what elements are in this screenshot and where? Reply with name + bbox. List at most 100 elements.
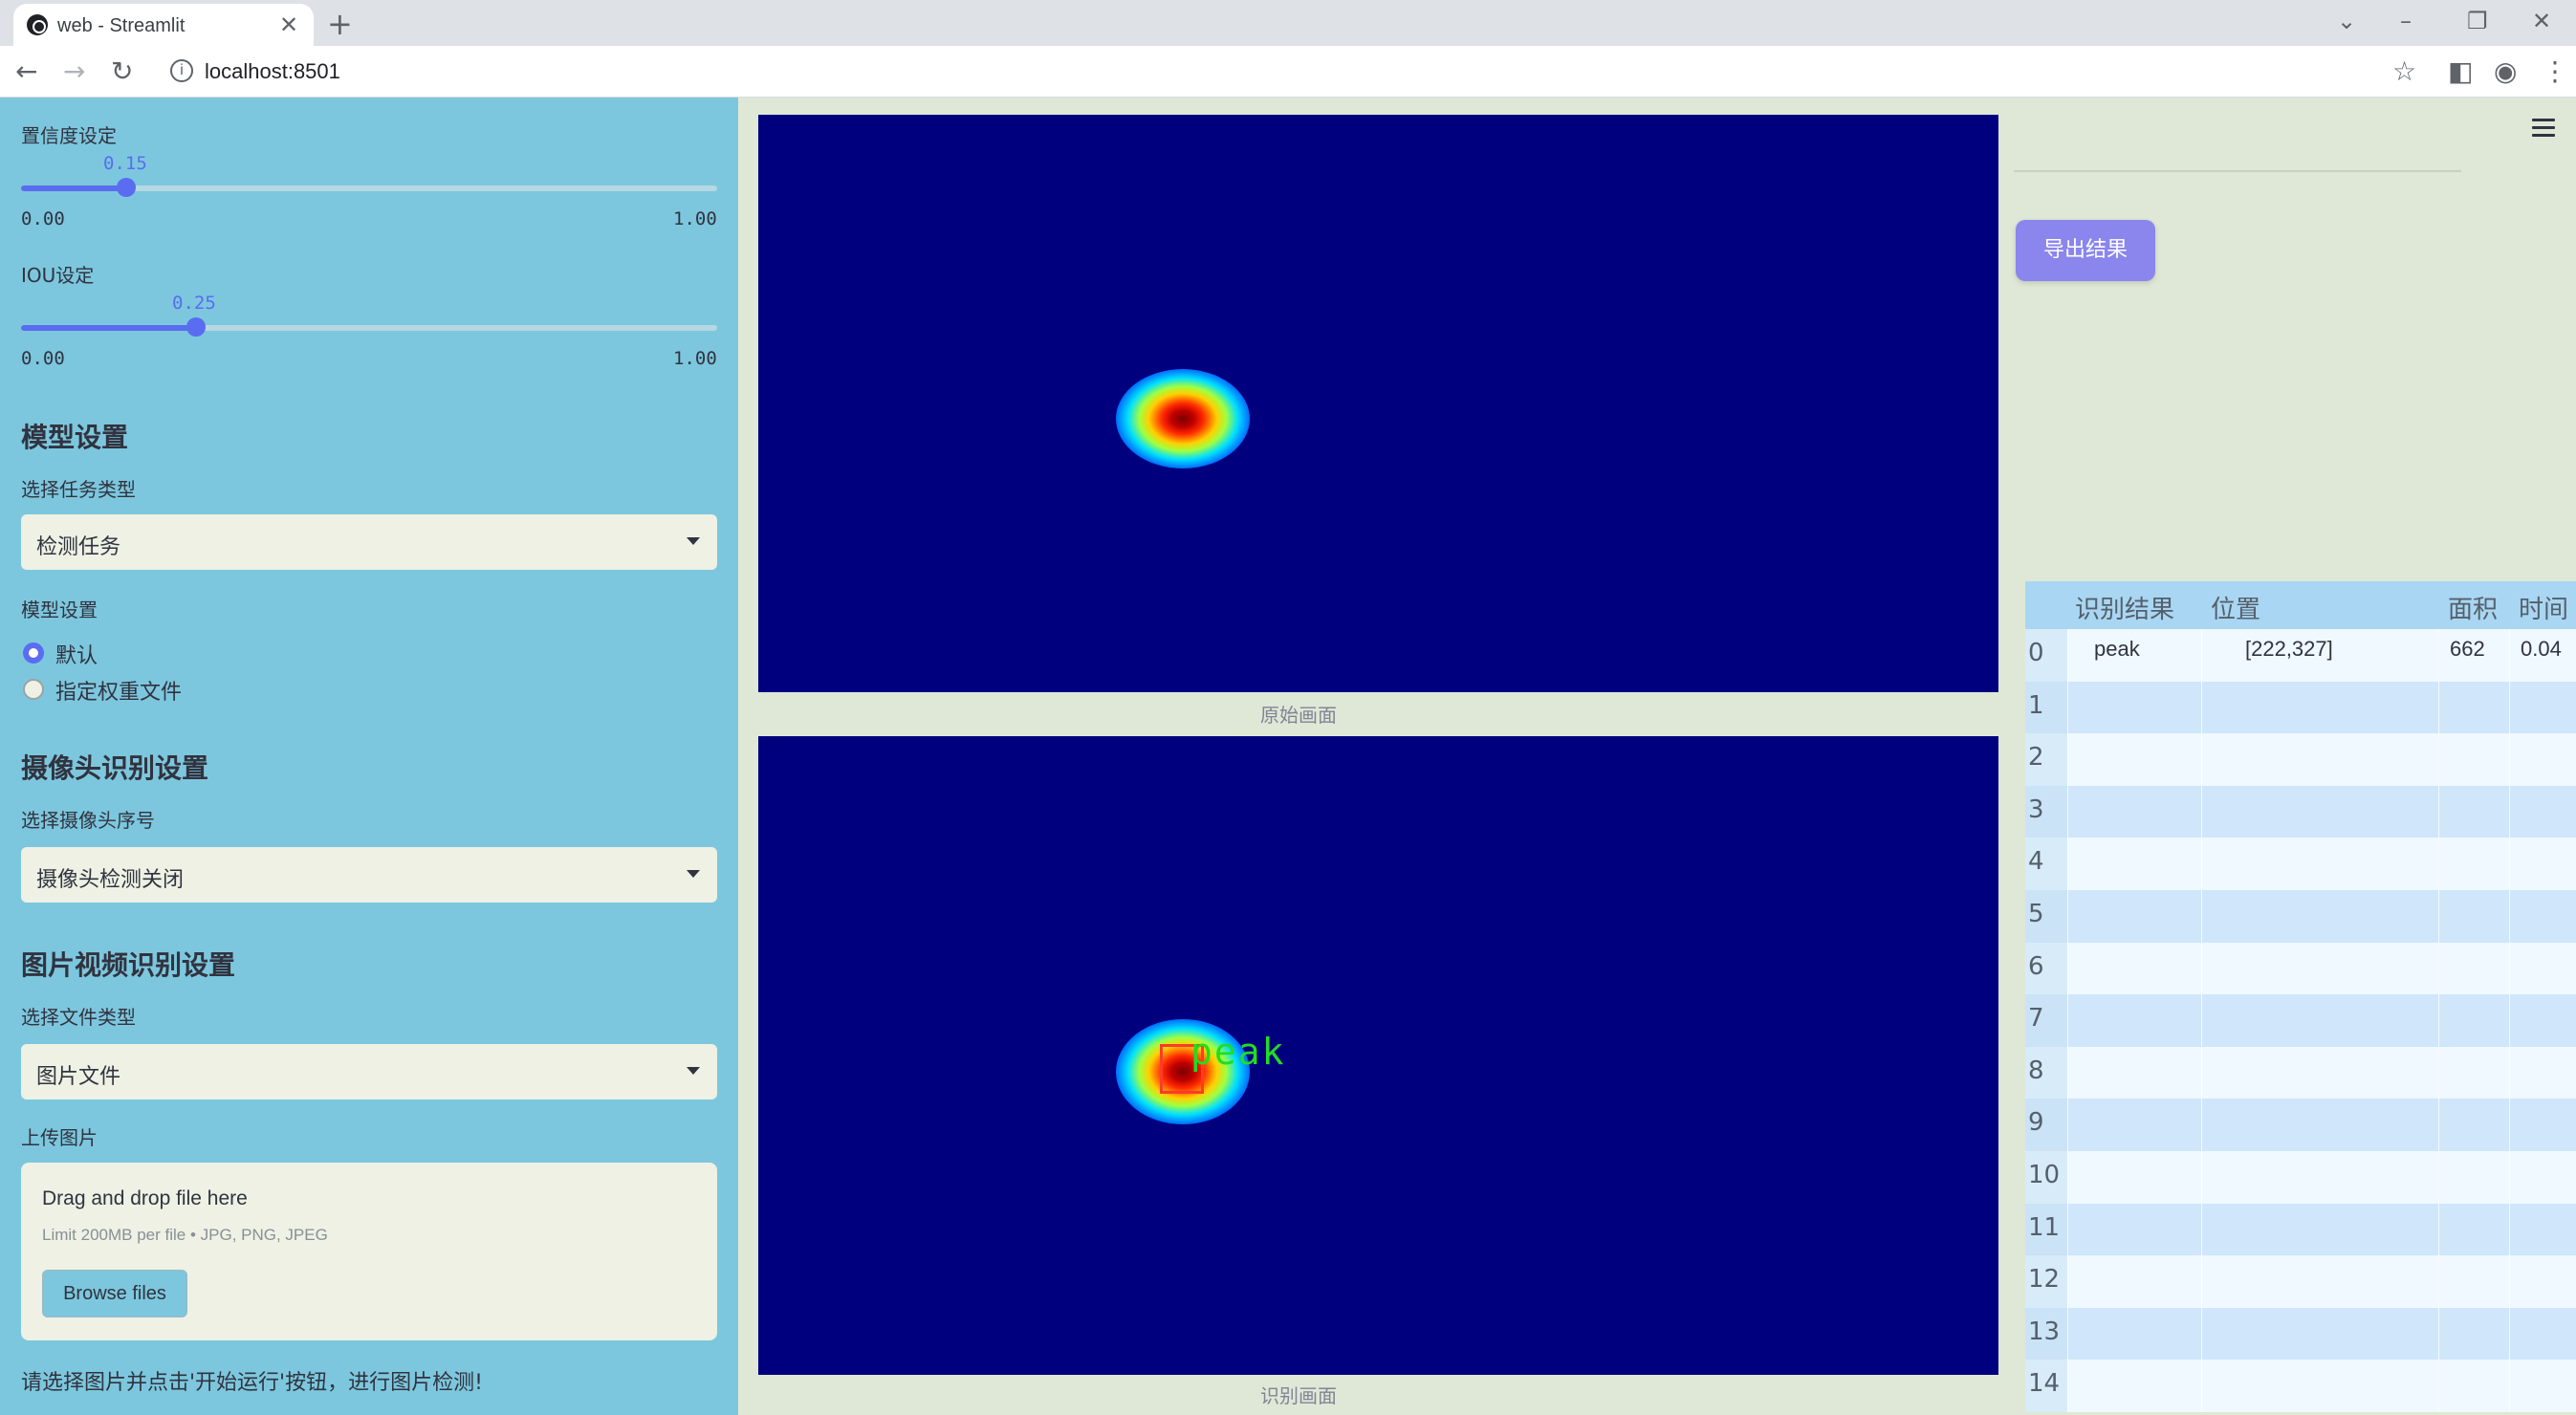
minimize-icon[interactable]: – [2400, 8, 2412, 34]
forward-icon[interactable]: → [63, 55, 86, 87]
tab-search-icon[interactable]: ⌄ [2337, 8, 2357, 34]
tab-close-icon[interactable]: ✕ [279, 11, 299, 38]
table-row[interactable]: 3 [2025, 785, 2576, 838]
column-divider [2201, 1255, 2202, 1308]
cell-position: [222,327] [2245, 637, 2333, 661]
row-index: 13 [2028, 1317, 2061, 1346]
hamburger-menu-icon[interactable] [2532, 119, 2555, 142]
column-divider [2438, 890, 2439, 943]
table-row[interactable]: 1 [2025, 681, 2576, 734]
site-info-icon[interactable]: i [170, 59, 193, 82]
side-panel-icon[interactable]: ◧ [2448, 55, 2474, 87]
export-results-button[interactable]: 导出结果 [2016, 220, 2155, 281]
camera-index-label: 选择摄像头序号 [21, 809, 155, 832]
confidence-slider[interactable] [21, 178, 717, 197]
task-type-select[interactable]: 检测任务 [21, 514, 717, 570]
confidence-slider-thumb[interactable] [117, 178, 136, 197]
iou-slider-thumb[interactable] [186, 317, 206, 337]
column-divider [2201, 1307, 2202, 1361]
column-divider [2509, 1255, 2510, 1308]
column-divider [2509, 629, 2510, 682]
row-index: 6 [2028, 951, 2044, 981]
reload-icon[interactable]: ↻ [111, 55, 134, 87]
column-divider [2438, 681, 2439, 734]
divider [2014, 170, 2461, 172]
column-divider [2201, 1203, 2202, 1256]
profile-avatar-icon[interactable]: ◉ [2494, 55, 2518, 87]
back-icon[interactable]: ← [15, 55, 38, 87]
row-index-cell: 1 [2025, 681, 2067, 734]
address-bar[interactable]: i localhost:8501 [155, 52, 2383, 92]
window-close-icon[interactable]: ✕ [2532, 8, 2552, 34]
row-index-cell: 14 [2025, 1360, 2067, 1412]
table-row[interactable]: 10 [2025, 1151, 2576, 1204]
camera-index-select[interactable]: 摄像头检测关闭 [21, 847, 717, 903]
browser-menu-icon[interactable]: ⋮ [2542, 55, 2568, 87]
column-divider [2438, 1307, 2439, 1361]
row-index-cell: 11 [2025, 1203, 2067, 1256]
radio-default[interactable] [23, 642, 44, 664]
confidence-label: 置信度设定 [21, 124, 117, 147]
iou-slider-fill [21, 325, 195, 331]
cell-area: 662 [2450, 637, 2485, 661]
detection-label: peak [1190, 1031, 1286, 1073]
table-row[interactable]: 7 [2025, 994, 2576, 1047]
column-divider [2509, 942, 2510, 995]
browser-tab[interactable]: web - Streamlit ✕ [13, 4, 314, 46]
column-header-position[interactable]: 位置 [2211, 596, 2261, 624]
column-divider [2067, 994, 2068, 1047]
column-divider [2067, 629, 2068, 682]
original-image [758, 115, 1998, 692]
column-divider [2438, 838, 2439, 890]
column-divider [2509, 733, 2510, 786]
table-row[interactable]: 2 [2025, 733, 2576, 786]
table-row[interactable]: 5 [2025, 890, 2576, 943]
detection-box [1160, 1044, 1204, 1094]
row-index-cell: 6 [2025, 942, 2067, 995]
column-divider [2509, 1151, 2510, 1204]
column-divider [2201, 733, 2202, 786]
column-divider [2201, 1046, 2202, 1099]
uploader-title: Drag and drop file here [42, 1187, 248, 1209]
table-row[interactable]: 12 [2025, 1255, 2576, 1308]
new-tab-icon[interactable]: + [327, 6, 353, 42]
chevron-down-icon [687, 1067, 700, 1075]
radio-custom-weights[interactable] [23, 679, 44, 700]
column-header-result[interactable]: 识别结果 [2075, 596, 2175, 624]
row-index: 8 [2028, 1056, 2044, 1085]
file-type-select[interactable]: 图片文件 [21, 1044, 717, 1099]
column-header-time[interactable]: 时间 [2519, 596, 2569, 624]
cell-result: peak [2094, 637, 2140, 661]
table-row[interactable]: 9 [2025, 1099, 2576, 1151]
iou-slider[interactable] [21, 317, 717, 337]
table-row[interactable]: 0 peak [222,327] 662 0.04 [2025, 629, 2576, 682]
table-row[interactable]: 4 [2025, 838, 2576, 890]
row-index: 11 [2028, 1212, 2061, 1242]
row-index: 7 [2028, 1004, 2044, 1034]
restore-icon[interactable]: ❐ [2467, 8, 2488, 34]
instruction-text: 请选择图片并点击'开始运行'按钮，进行图片检测! [21, 1371, 483, 1395]
table-row[interactable]: 14 [2025, 1360, 2576, 1412]
iou-value: 0.25 [172, 293, 216, 314]
table-row[interactable]: 8 [2025, 1046, 2576, 1099]
table-row[interactable]: 13 [2025, 1307, 2576, 1361]
column-divider [2067, 1046, 2068, 1099]
result-image: peak [758, 736, 1998, 1375]
column-header-area[interactable]: 面积 [2448, 596, 2499, 624]
bookmark-star-icon[interactable]: ☆ [2392, 55, 2417, 87]
column-divider [2509, 1099, 2510, 1151]
column-divider [2201, 942, 2202, 995]
column-divider [2201, 994, 2202, 1047]
column-divider [2509, 1203, 2510, 1256]
radio-custom-weights-label: 指定权重文件 [55, 681, 183, 705]
chevron-down-icon [687, 537, 700, 545]
results-table[interactable]: 识别结果 位置 面积 时间 0 peak [222,327] 662 0.04 1 2 3 4 5… [2025, 581, 2576, 1415]
chevron-down-icon [687, 870, 700, 878]
confidence-value: 0.15 [103, 153, 147, 174]
browse-files-button[interactable]: Browse files [42, 1270, 187, 1317]
confidence-max: 1.00 [673, 208, 717, 229]
table-row[interactable]: 6 [2025, 942, 2576, 995]
row-index: 5 [2028, 900, 2044, 928]
file-uploader-dropzone[interactable]: Drag and drop file here Limit 200MB per … [21, 1163, 717, 1340]
table-row[interactable]: 11 [2025, 1203, 2576, 1256]
